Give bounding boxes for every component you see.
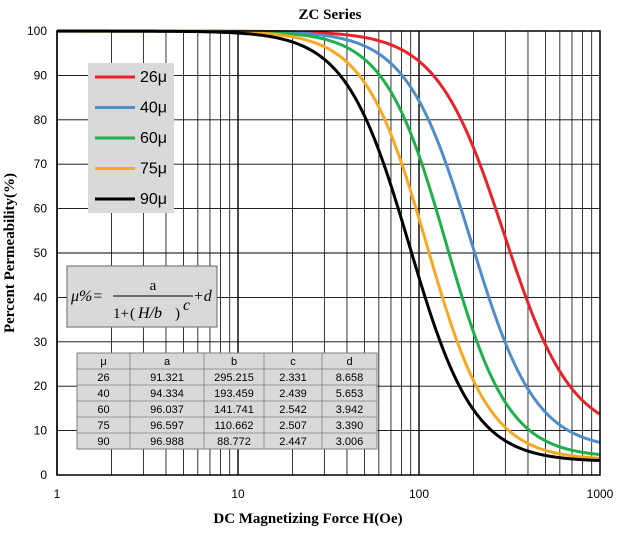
formula-paren-open: ( [130,306,135,322]
coefficient-table: μ a b c d 26 91.321 295.215 2.331 8.658 40 94.334 19… [76,352,378,450]
table-header-cell: d [346,356,352,368]
y-tick-label: 100 [27,24,47,38]
legend-label: 60μ [140,130,167,147]
table-cell: 96.988 [150,436,184,448]
plot-area-border [56,30,601,476]
table-cell: 2.507 [279,420,307,432]
y-tick-label: 40 [34,290,48,304]
table-cell: 2.439 [279,388,307,400]
formula-denominator-inner: H/b [137,305,162,322]
y-tick-label: 70 [34,157,48,171]
table-cell: 141.741 [214,404,254,416]
table-cell: 5.653 [336,388,364,400]
x-axis-ticks: 1 10 100 1000 [54,487,614,501]
y-axis-ticks: 0 10 20 30 40 50 60 70 80 90 100 [27,24,47,482]
formula-paren-close: ) [175,306,180,322]
table-cell: 3.942 [336,404,364,416]
formula-box: μ%= a 1+(H/b) c+d [66,265,218,328]
table-header-cell: μ [100,356,106,368]
table-cell: 91.321 [150,372,184,384]
table-header-cell: b [231,356,237,368]
x-axis-title: DC Magnetizing Force H(Oe) [213,511,402,527]
table-cell: 8.658 [336,372,364,384]
y-tick-label: 60 [34,202,48,216]
table-cell: 2.542 [279,404,307,416]
table-cell: 75 [97,420,109,432]
table-cell: 295.215 [214,372,254,384]
y-tick-label: 10 [34,424,48,438]
y-tick-label: 80 [34,113,48,127]
legend-label: 75μ [140,161,167,178]
formula-lhs: μ%= [70,288,103,305]
table-header-cell: c [290,356,296,368]
x-tick-label: 1 [54,487,61,501]
table-cell: 3.006 [336,436,364,448]
legend-label: 90μ [140,191,167,208]
table-cell: 2.331 [279,372,307,384]
table-cell: 193.459 [214,388,254,400]
y-tick-label: 0 [40,468,47,482]
table-cell: 40 [97,388,109,400]
table-cell: 3.390 [336,420,364,432]
legend-label: 40μ [140,100,167,117]
table-cell: 90 [97,436,109,448]
table-cell: 94.334 [150,388,184,400]
formula-denominator-left: 1+ [113,306,129,322]
formula-numerator: a [150,278,157,294]
table-cell: 96.037 [150,404,184,416]
y-tick-label: 20 [34,379,48,393]
x-tick-label: 10 [231,487,245,501]
y-tick-label: 50 [34,246,48,260]
table-header-cell: a [164,356,171,368]
table-cell: 60 [97,404,109,416]
legend: 26μ 40μ 60μ 75μ 90μ [88,63,174,213]
formula-tail: +d [193,288,213,305]
table-cell: 88.772 [217,436,251,448]
x-tick-label: 100 [409,487,429,501]
table-cell: 26 [97,372,109,384]
y-axis-title: Percent Permeability(%) [2,173,18,333]
table-cell: 110.662 [215,420,254,432]
table-cell: 2.447 [279,436,307,448]
table-cell: 96.597 [150,420,184,432]
x-tick-label: 1000 [587,487,614,501]
chart-title: ZC Series [299,7,362,23]
formula-exponent: c [183,297,190,314]
legend-label: 26μ [140,69,167,86]
y-tick-label: 30 [34,335,48,349]
y-tick-label: 90 [34,68,48,82]
